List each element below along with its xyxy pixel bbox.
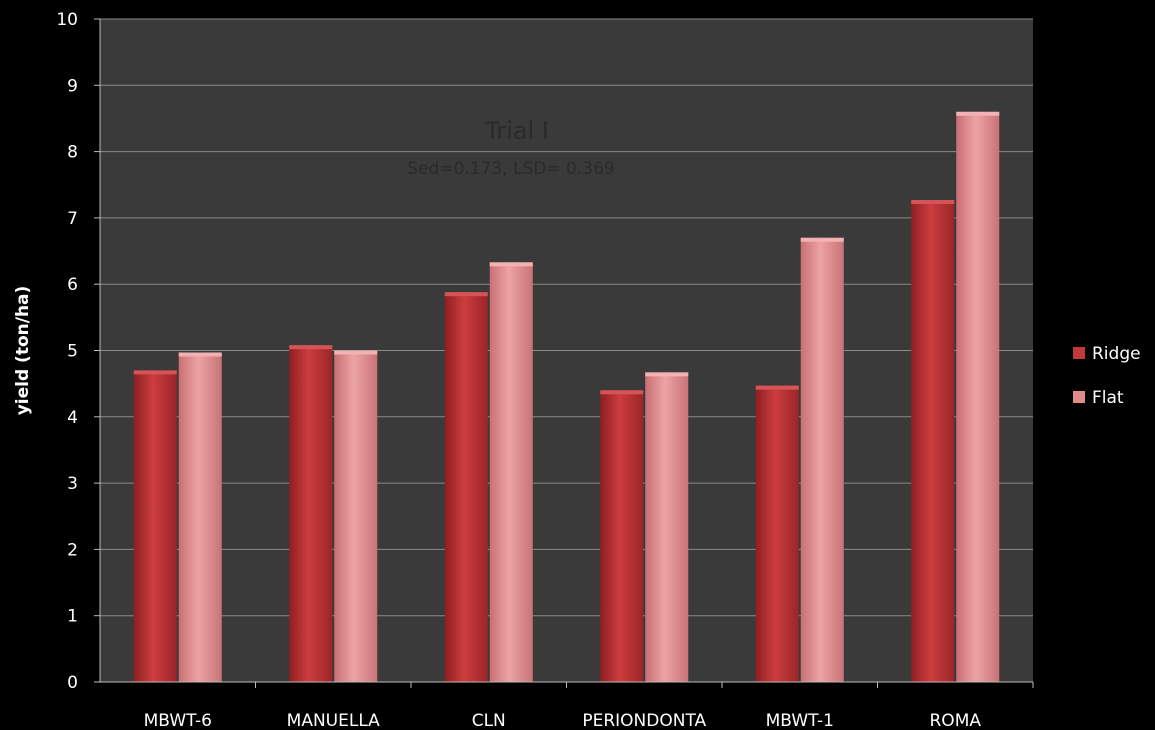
bar-flat	[489, 262, 533, 682]
chart-title: Trial I	[484, 117, 549, 145]
y-tick-label: 10	[56, 10, 78, 30]
bar-flat	[645, 372, 689, 682]
gridlines	[94, 18, 1033, 683]
x-category-label: PERIONDONTA	[582, 711, 706, 730]
y-tick-label: 1	[67, 607, 78, 627]
chart-subtitle: Sed=0.173, LSD= 0.369	[407, 159, 614, 179]
bar-cap	[133, 370, 177, 375]
bar-ridge	[444, 292, 488, 682]
bar-cap	[444, 292, 488, 297]
legend-label-flat: Flat	[1092, 388, 1124, 408]
legend-label-ridge: Ridge	[1092, 344, 1141, 364]
legend-swatch-flat	[1073, 391, 1085, 403]
y-tick-label: 6	[67, 275, 78, 295]
bar-ridge	[600, 390, 644, 682]
bar-cap	[956, 111, 1000, 116]
x-category-label: MBWT-6	[144, 711, 212, 730]
bar-cap	[911, 199, 955, 204]
bar-cap	[800, 237, 844, 242]
bar-ridge	[133, 370, 177, 682]
y-tick-label: 4	[67, 408, 78, 428]
bar-ridge	[911, 199, 955, 682]
bar-ridge	[755, 385, 799, 682]
y-axis-label: yield (ton/ha)	[13, 286, 33, 416]
bar-cap	[600, 390, 644, 395]
y-tick-label: 9	[67, 76, 78, 96]
x-category-label: ROMA	[930, 711, 982, 730]
y-tick-label: 5	[67, 342, 78, 362]
bar-flat	[800, 237, 844, 683]
y-tick-label: 2	[67, 540, 78, 560]
bar-cap	[489, 262, 533, 267]
x-category-label: MBWT-1	[766, 711, 834, 730]
y-tick-label: 0	[67, 673, 78, 693]
bar-ridge	[289, 345, 333, 682]
bar-cap	[334, 350, 378, 355]
y-tick-label: 8	[67, 143, 78, 163]
bar-flat	[178, 352, 222, 682]
bar-flat	[334, 350, 378, 682]
bar-cap	[289, 345, 333, 350]
bar-cap	[755, 385, 799, 390]
y-tick-labels: 0 1 2 3 4 5 6 7 8 9 10	[56, 10, 78, 693]
y-tick-label: 3	[67, 474, 78, 494]
x-category-label: MANUELLA	[287, 711, 381, 730]
y-tick-label: 7	[67, 209, 78, 229]
bars	[133, 111, 1000, 683]
legend: Ridge Flat	[1073, 344, 1141, 408]
bar-cap	[645, 372, 689, 377]
x-category-label: CLN	[472, 711, 506, 730]
bar-flat	[956, 111, 1000, 682]
bar-cap	[178, 352, 222, 357]
x-category-labels: MBWT-6 MANUELLA CLN PERIONDONTA MBWT-1 ROMA	[144, 711, 982, 730]
axes	[99, 19, 1034, 688]
legend-swatch-ridge	[1073, 347, 1085, 359]
